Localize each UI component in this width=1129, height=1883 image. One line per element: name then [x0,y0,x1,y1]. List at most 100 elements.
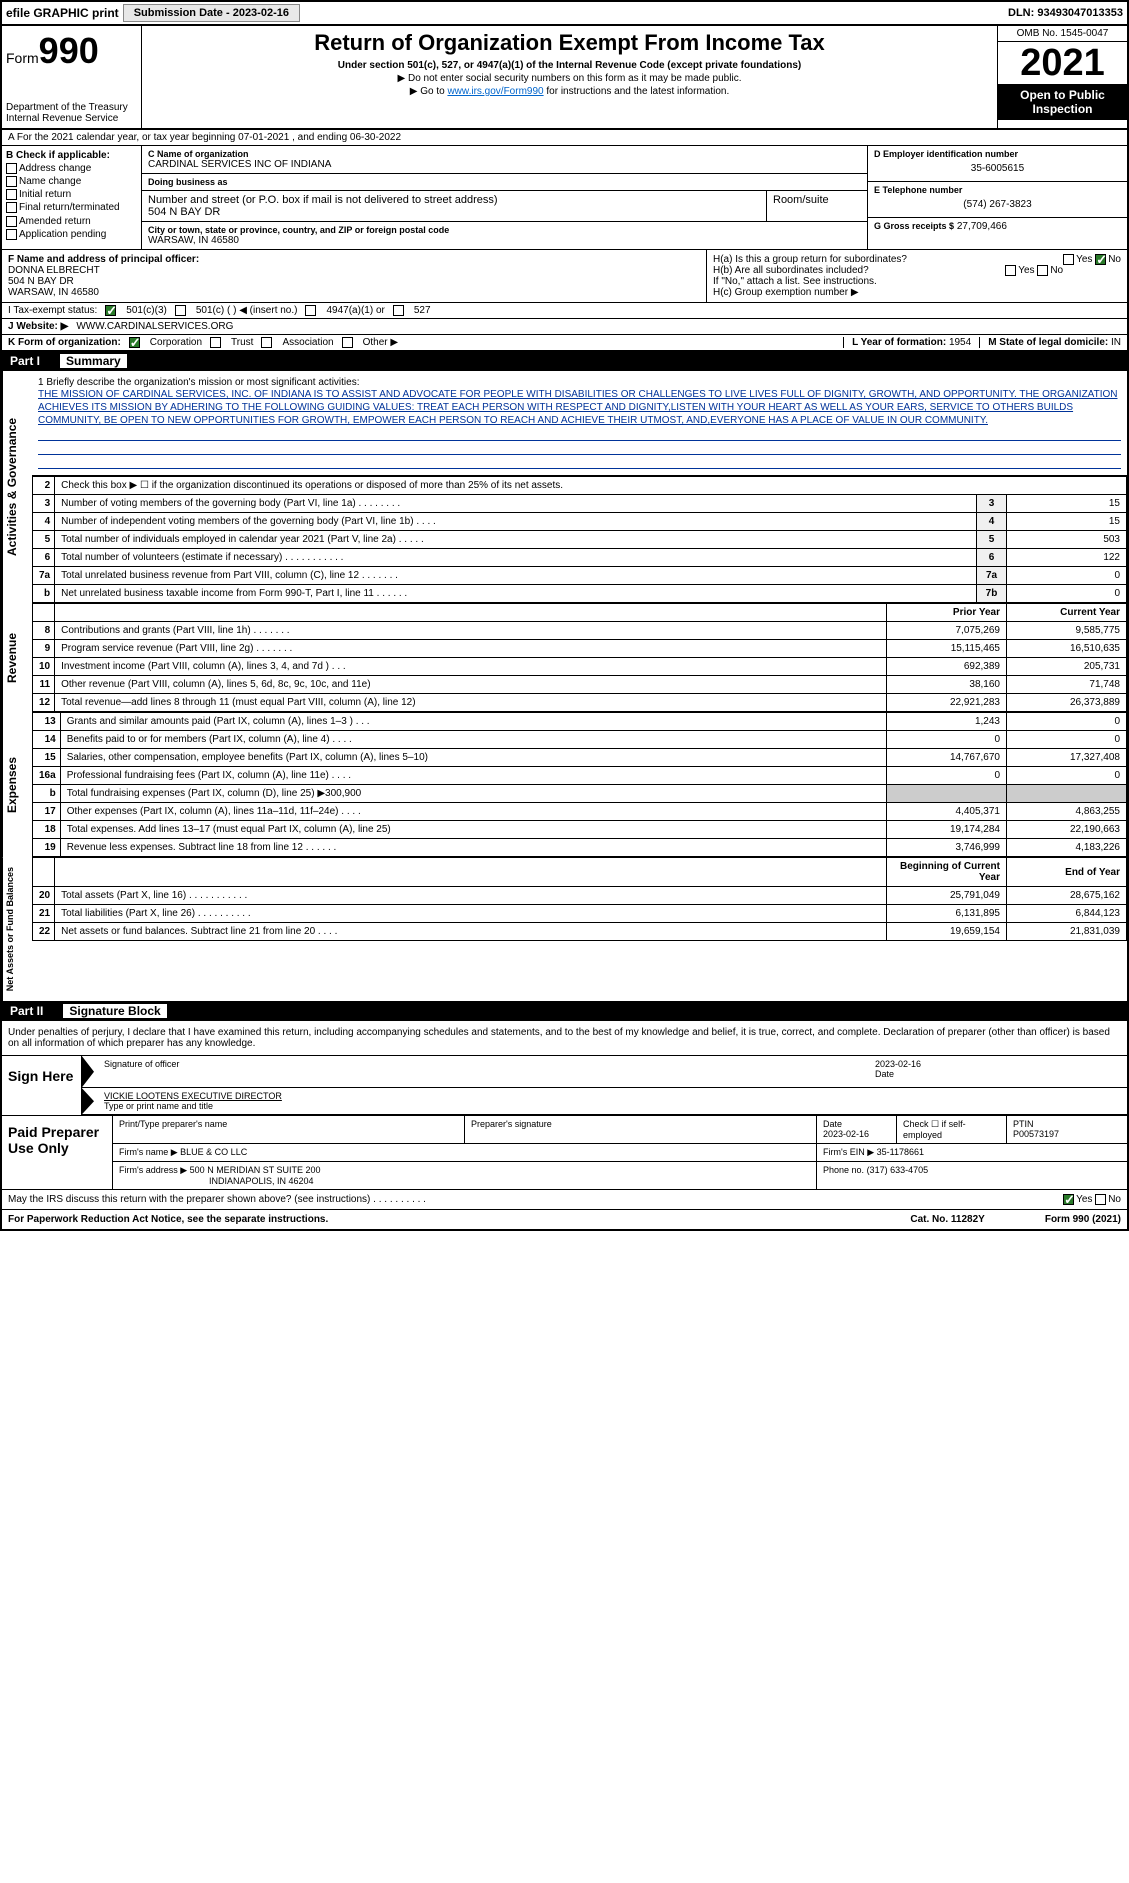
sig-officer-label: Signature of officer [104,1059,179,1079]
row-l-label: L Year of formation: [852,337,946,348]
chk-501c3[interactable] [105,305,116,316]
chk-label: Address change [19,163,91,174]
row-i-tax-status: I Tax-exempt status: 501(c)(3) 501(c) ( … [2,303,1127,319]
firm-phone: (317) 633-4705 [867,1165,929,1175]
year-formation: 1954 [949,337,971,348]
table-row: bTotal fundraising expenses (Part IX, co… [33,785,1127,803]
chk-amended[interactable]: Amended return [6,216,137,227]
chk-assoc[interactable] [261,337,272,348]
officer-addr2: WARSAW, IN 46580 [8,287,700,298]
chk-discuss-yes[interactable] [1063,1194,1074,1205]
footer-row: For Paperwork Reduction Act Notice, see … [2,1209,1127,1229]
arrow-icon [82,1056,94,1087]
opt-trust: Trust [231,337,253,348]
part-2-header: Part II Signature Block [2,1001,1127,1021]
org-name-label: C Name of organization [148,149,861,159]
opt-other: Other ▶ [363,337,398,348]
form-subtitle-3: ▶ Go to www.irs.gov/Form990 for instruct… [150,86,989,97]
table-row: 11Other revenue (Part VIII, column (A), … [33,676,1127,694]
goto-suffix: for instructions and the latest informat… [544,86,730,97]
form-subtitle-1: Under section 501(c), 527, or 4947(a)(1)… [150,60,989,71]
chk-corporation[interactable] [129,337,140,348]
tax-year: 2021 [998,42,1127,84]
opt-corp: Corporation [150,337,202,348]
arrow-icon [82,1088,94,1114]
irs-link[interactable]: www.irs.gov/Form990 [447,86,543,97]
discuss-question: May the IRS discuss this return with the… [8,1194,426,1205]
netassets-table: Beginning of Current YearEnd of Year20To… [32,857,1127,941]
firm-phone-label: Phone no. [823,1165,864,1175]
dln-label: DLN: 93493047013353 [1008,7,1123,19]
chk-label: Application pending [19,229,106,240]
chk-initial-return[interactable]: Initial return [6,189,137,200]
row-k-label: K Form of organization: [8,337,121,348]
box-b-label: B Check if applicable: [6,150,137,161]
form-num: 990 [39,30,99,71]
opt-527: 527 [414,305,431,316]
chk-address-change[interactable]: Address change [6,163,137,174]
hc-question: H(c) Group exemption number ▶ [713,287,1121,298]
table-row: 8Contributions and grants (Part VIII, li… [33,622,1127,640]
part-1-title: Summary [60,354,127,368]
table-row: bNet unrelated business taxable income f… [33,585,1127,603]
gross-receipts: 27,709,466 [957,221,1007,232]
chk-other[interactable] [342,337,353,348]
form-prefix: Form [6,50,39,66]
prep-date: 2023-02-16 [823,1129,869,1139]
hb-text: H(b) Are all subordinates included? [713,265,869,276]
chk-label: Initial return [19,189,71,200]
officer-print-name: VICKIE LOOTENS EXECUTIVE DIRECTOR [104,1091,1121,1101]
gross-label: G Gross receipts $ [874,221,954,231]
chk-discuss-no[interactable] [1095,1194,1106,1205]
chk-name-change[interactable]: Name change [6,176,137,187]
print-name-label: Type or print name and title [104,1101,1121,1111]
mission-block: 1 Briefly describe the organization's mi… [32,371,1127,476]
table-row: 4Number of independent voting members of… [33,513,1127,531]
form-header: Form990 Department of the Treasury Inter… [2,26,1127,130]
table-row: Prior YearCurrent Year [33,604,1127,622]
opt-4947: 4947(a)(1) or [326,305,384,316]
table-row: 20Total assets (Part X, line 16) . . . .… [33,887,1127,905]
opt-501c: 501(c) ( ) ◀ (insert no.) [196,305,298,316]
table-row: 22Net assets or fund balances. Subtract … [33,923,1127,941]
table-row: 16aProfessional fundraising fees (Part I… [33,767,1127,785]
firm-addr-label: Firm's address ▶ [119,1165,187,1175]
ha-text: H(a) Is this a group return for subordin… [713,254,907,265]
box-f-label: F Name and address of principal officer: [8,254,700,265]
sign-here-block: Sign Here Signature of officer 2023-02-1… [2,1056,1127,1115]
efile-label: efile GRAPHIC print [6,6,119,20]
chk-trust[interactable] [210,337,221,348]
officer-name: DONNA ELBRECHT [8,265,700,276]
table-row: 21Total liabilities (Part X, line 26) . … [33,905,1127,923]
mission-question: 1 Briefly describe the organization's mi… [38,377,1121,388]
sidebar-expenses: Expenses [2,712,32,857]
chk-527[interactable] [393,305,404,316]
chk-4947[interactable] [305,305,316,316]
chk-501c[interactable] [175,305,186,316]
self-employed-label: Check ☐ if self-employed [897,1116,1007,1143]
sig-date-label: Date [875,1069,894,1079]
street-address: 504 N BAY DR [148,206,760,218]
sig-date: 2023-02-16 [875,1059,921,1069]
hb-question: H(b) Are all subordinates included? Yes … [713,265,1121,276]
firm-addr1: 500 N MERIDIAN ST SUITE 200 [190,1165,321,1175]
state-domicile: IN [1111,337,1121,348]
city-label: City or town, state or province, country… [148,225,861,235]
ptin-label: PTIN [1013,1119,1034,1129]
chk-final-return[interactable]: Final return/terminated [6,202,137,213]
hb-note: If "No," attach a list. See instructions… [713,276,1121,287]
goto-prefix: ▶ Go to [410,86,448,97]
part-1-header: Part I Summary [2,351,1127,371]
table-row: 6Total number of volunteers (estimate if… [33,549,1127,567]
ptin-value: P00573197 [1013,1129,1059,1139]
table-row: 2Check this box ▶ ☐ if the organization … [33,477,1127,495]
submission-date-button[interactable]: Submission Date - 2023-02-16 [123,4,300,22]
chk-application[interactable]: Application pending [6,229,137,240]
opt-501c3: 501(c)(3) [126,305,167,316]
firm-addr2: INDIANAPOLIS, IN 46204 [209,1176,314,1186]
table-row: 17Other expenses (Part IX, column (A), l… [33,803,1127,821]
paperwork-notice: For Paperwork Reduction Act Notice, see … [8,1214,328,1225]
omb-number: OMB No. 1545-0047 [998,26,1127,42]
city-value: WARSAW, IN 46580 [148,235,861,246]
prep-sig-label: Preparer's signature [465,1116,817,1143]
